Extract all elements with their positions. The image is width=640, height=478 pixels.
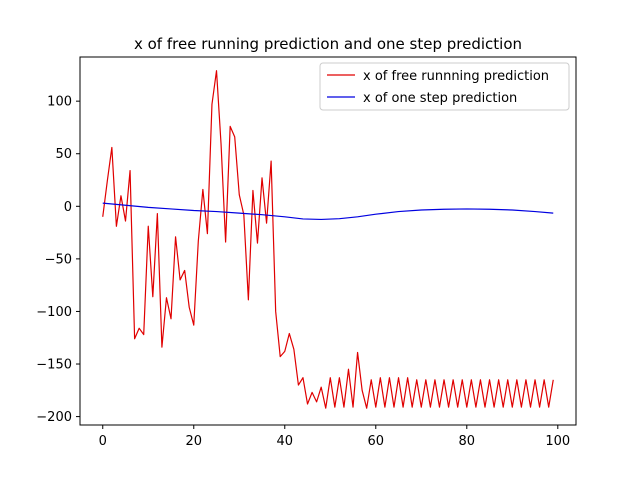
plot-area <box>102 70 554 409</box>
x-tick-label: 60 <box>368 434 385 449</box>
x-tick-label: 40 <box>276 434 293 449</box>
series-line-1 <box>102 70 554 409</box>
y-tick-label: 100 <box>47 95 72 110</box>
y-tick-label: −100 <box>36 305 72 320</box>
x-tick-label: 80 <box>459 434 476 449</box>
y-tick-label: 0 <box>64 200 72 215</box>
axes: 0 20 40 60 80 100 −200 −150 −100 −50 0 50 100 <box>36 56 577 449</box>
legend: x of free runnning prediction x of one st… <box>319 62 570 111</box>
chart-title: x of free running prediction and one ste… <box>134 35 522 53</box>
series-line-2 <box>102 202 554 221</box>
y-tick-label: −150 <box>36 358 72 373</box>
y-tick-label: −200 <box>36 410 72 425</box>
y-tick-label: −50 <box>45 252 72 267</box>
x-tick-label: 0 <box>99 434 107 449</box>
plot-frame <box>79 56 577 426</box>
x-tick-label: 100 <box>545 434 570 449</box>
x-tick-label: 20 <box>185 434 202 449</box>
legend-box <box>319 62 570 111</box>
legend-label-2: x of one step prediction <box>363 91 517 106</box>
legend-label-1: x of free runnning prediction <box>363 69 549 84</box>
y-tick-label: 50 <box>55 147 72 162</box>
